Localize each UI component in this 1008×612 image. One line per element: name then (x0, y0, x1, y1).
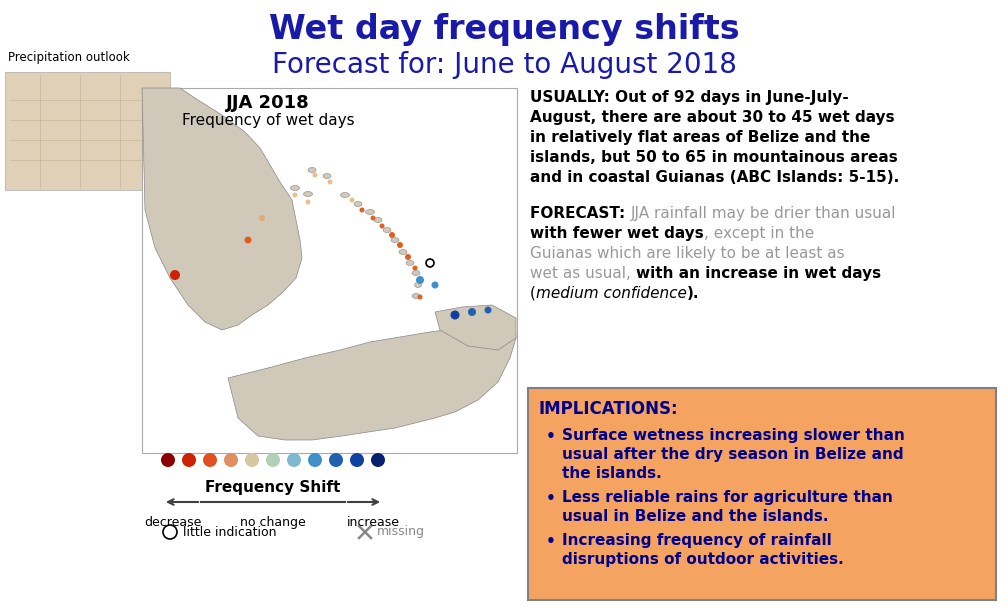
Circle shape (259, 215, 265, 221)
FancyBboxPatch shape (528, 388, 996, 600)
Polygon shape (142, 88, 302, 330)
Circle shape (182, 453, 196, 467)
Circle shape (170, 270, 180, 280)
Text: increase: increase (347, 516, 399, 529)
Circle shape (308, 453, 322, 467)
Circle shape (203, 453, 217, 467)
Text: and in coastal Guianas (ABC Islands: 5-15).: and in coastal Guianas (ABC Islands: 5-1… (530, 170, 899, 185)
Circle shape (397, 242, 403, 248)
Circle shape (266, 453, 280, 467)
Text: wet as usual,: wet as usual, (530, 266, 636, 281)
Circle shape (468, 308, 476, 316)
Text: usual in Belize and the islands.: usual in Belize and the islands. (562, 509, 829, 524)
Text: no change: no change (240, 516, 305, 529)
Text: •: • (546, 534, 555, 549)
Text: , except in the: , except in the (704, 226, 814, 241)
Text: Guianas which are likely to be at least as: Guianas which are likely to be at least … (530, 246, 845, 261)
Text: •: • (546, 429, 555, 444)
Text: decrease: decrease (144, 516, 202, 529)
Circle shape (412, 266, 417, 271)
Text: •: • (546, 491, 555, 506)
Circle shape (431, 282, 438, 288)
Circle shape (371, 453, 385, 467)
Ellipse shape (399, 250, 407, 255)
Text: August, there are about 30 to 45 wet days: August, there are about 30 to 45 wet day… (530, 110, 895, 125)
Circle shape (245, 236, 252, 244)
Text: Forecast for: June to August 2018: Forecast for: June to August 2018 (271, 51, 737, 79)
Circle shape (350, 198, 355, 203)
Polygon shape (228, 318, 516, 440)
Ellipse shape (412, 271, 420, 275)
Text: Frequency of wet days: Frequency of wet days (181, 113, 355, 129)
Text: with fewer wet days: with fewer wet days (530, 226, 704, 241)
Circle shape (329, 453, 343, 467)
Ellipse shape (290, 185, 299, 190)
Text: JJA 2018: JJA 2018 (226, 94, 309, 112)
Text: Increasing frequency of rainfall: Increasing frequency of rainfall (562, 533, 832, 548)
Text: Surface wetness increasing slower than: Surface wetness increasing slower than (562, 428, 905, 443)
Text: (: ( (530, 286, 536, 301)
Ellipse shape (391, 237, 399, 242)
Text: IMPLICATIONS:: IMPLICATIONS: (538, 400, 677, 418)
Text: Precipitation outlook: Precipitation outlook (8, 51, 130, 64)
Text: with an increase in wet days: with an increase in wet days (636, 266, 881, 281)
Text: islands, but 50 to 65 in mountainous areas: islands, but 50 to 65 in mountainous are… (530, 150, 898, 165)
Circle shape (161, 453, 175, 467)
Ellipse shape (374, 217, 382, 223)
Ellipse shape (323, 173, 331, 179)
Circle shape (485, 307, 492, 313)
Circle shape (371, 215, 376, 220)
Ellipse shape (383, 228, 391, 233)
Text: Wet day frequency shifts: Wet day frequency shifts (269, 13, 739, 47)
Ellipse shape (366, 209, 375, 214)
Ellipse shape (303, 192, 312, 196)
Bar (142, 88, 517, 453)
Ellipse shape (341, 193, 350, 198)
Ellipse shape (406, 261, 414, 266)
Circle shape (292, 193, 297, 198)
Text: little indication: little indication (183, 526, 276, 539)
Text: missing: missing (377, 526, 425, 539)
Text: disruptions of outdoor activities.: disruptions of outdoor activities. (562, 552, 844, 567)
Text: FORECAST:: FORECAST: (530, 206, 630, 221)
Circle shape (360, 207, 365, 212)
Ellipse shape (354, 201, 362, 206)
Ellipse shape (412, 294, 420, 299)
Circle shape (389, 232, 395, 238)
Circle shape (245, 453, 259, 467)
Circle shape (405, 254, 411, 260)
Text: USUALLY: Out of 92 days in June-July-: USUALLY: Out of 92 days in June-July- (530, 90, 849, 105)
Circle shape (417, 294, 422, 299)
Circle shape (224, 453, 238, 467)
Text: medium confidence: medium confidence (536, 286, 686, 301)
Polygon shape (435, 305, 516, 350)
Text: Frequency Shift: Frequency Shift (206, 480, 341, 495)
Text: the islands.: the islands. (562, 466, 661, 481)
Text: JJA rainfall may be drier than usual: JJA rainfall may be drier than usual (630, 206, 896, 221)
Circle shape (287, 453, 301, 467)
Text: usual after the dry season in Belize and: usual after the dry season in Belize and (562, 447, 903, 462)
Circle shape (328, 179, 333, 184)
Bar (5, 72, 170, 190)
Circle shape (350, 453, 364, 467)
Text: Less reliable rains for agriculture than: Less reliable rains for agriculture than (562, 490, 893, 505)
Circle shape (379, 223, 384, 228)
Text: ).: ). (686, 286, 700, 301)
Ellipse shape (414, 283, 421, 288)
Circle shape (451, 310, 460, 319)
Circle shape (416, 276, 424, 284)
Circle shape (312, 173, 318, 177)
Ellipse shape (308, 168, 316, 173)
Text: in relatively flat areas of Belize and the: in relatively flat areas of Belize and t… (530, 130, 870, 145)
Circle shape (305, 200, 310, 204)
